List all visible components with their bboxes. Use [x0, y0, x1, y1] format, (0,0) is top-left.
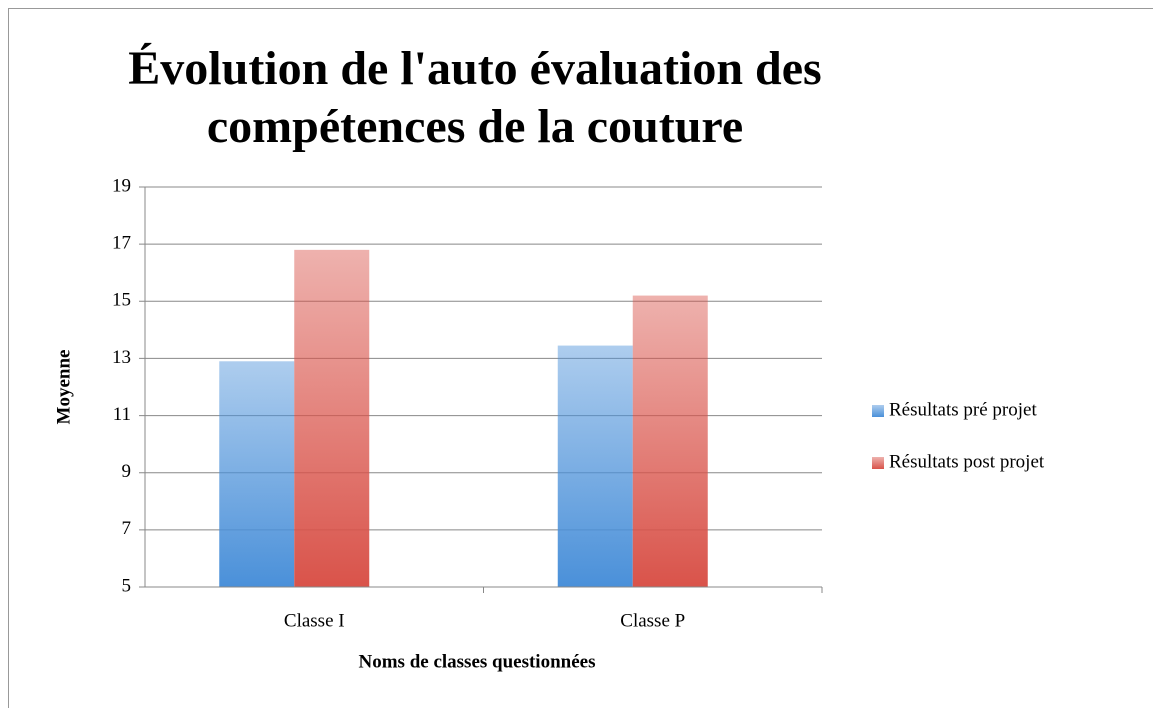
y-axis-label: Moyenne	[53, 350, 74, 425]
y-tick-label: 7	[122, 518, 132, 539]
y-tick-label: 19	[112, 175, 131, 196]
bar	[294, 249, 370, 587]
y-tick-label: 5	[122, 575, 132, 596]
chart-title: Évolution de l'auto évaluation des compé…	[128, 42, 822, 153]
x-tick-label: Classe I	[284, 610, 345, 631]
y-tick-label: 17	[112, 233, 131, 254]
legend-label: Résultats post projet	[889, 451, 1045, 472]
y-tick-label: 15	[112, 290, 131, 311]
x-tick-label: Classe P	[620, 610, 685, 631]
legend-swatch	[872, 457, 884, 469]
bar	[557, 345, 633, 587]
legend-swatch	[872, 405, 884, 417]
x-axis-label: Noms de classes questionnées	[359, 651, 596, 672]
bar	[219, 361, 295, 587]
frame	[8, 8, 1153, 708]
legend-label: Résultats pré projet	[889, 399, 1037, 420]
y-tick-label: 11	[113, 404, 131, 425]
y-tick-label: 13	[112, 347, 131, 368]
y-tick-label: 9	[122, 461, 132, 482]
bar	[632, 295, 708, 587]
